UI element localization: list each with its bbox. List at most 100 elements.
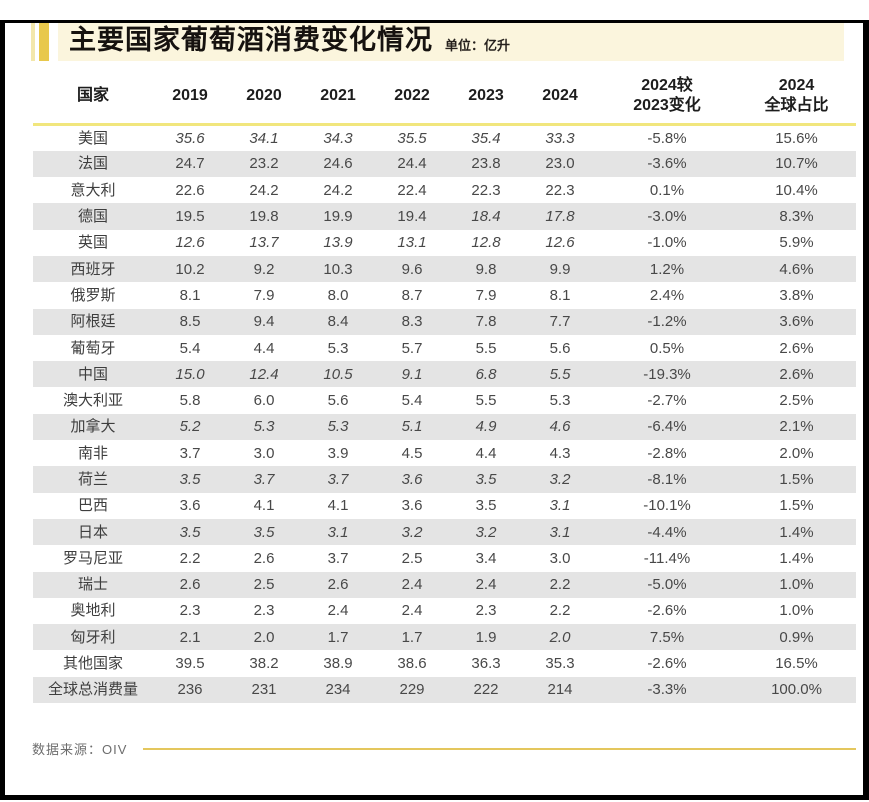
value-cell: 5.7: [401, 339, 423, 357]
value-cell: 3.0: [253, 444, 275, 462]
country-cell: 瑞士: [77, 576, 108, 594]
value-cell: 36.3: [471, 655, 501, 673]
value-cell: 5.1: [401, 418, 423, 436]
value-cell: 5.5: [475, 339, 497, 357]
change-cell: -1.2%: [647, 313, 687, 331]
value-cell: 9.2: [253, 260, 275, 278]
country-cell: 德国: [77, 208, 108, 226]
value-cell: 35.3: [545, 655, 575, 673]
value-cell: 5.5: [475, 392, 497, 410]
table-row: 加拿大 5.2 5.3 5.3 5.1 4.9 4.6 -6.4% 2.1%: [33, 413, 856, 441]
title-accent-bar: [39, 20, 49, 61]
value-cell: 3.7: [179, 444, 201, 462]
table-body: 美国 35.6 34.1 34.3 35.5 35.4 33.3 -5.8% 15.6% 法国 24…: [33, 125, 856, 704]
value-cell: 2.1: [179, 628, 201, 646]
share-cell: 1.5%: [779, 497, 814, 515]
value-cell: 38.6: [397, 655, 427, 673]
value-cell: 24.4: [397, 155, 427, 173]
value-cell: 231: [251, 681, 277, 699]
value-cell: 5.3: [327, 339, 349, 357]
share-cell: 2.0%: [779, 444, 814, 462]
value-cell: 222: [473, 681, 499, 699]
change-cell: 0.5%: [649, 339, 685, 357]
value-cell: 3.5: [253, 523, 275, 541]
value-cell: 4.4: [475, 444, 497, 462]
table-row: 罗马尼亚 2.2 2.6 3.7 2.5 3.4 3.0 -11.4% 1.4%: [33, 545, 856, 571]
value-cell: 3.7: [327, 549, 349, 567]
value-cell: 10.5: [323, 365, 353, 383]
country-cell: 荷兰: [77, 471, 108, 488]
value-cell: 35.6: [175, 129, 205, 147]
value-cell: 3.6: [179, 497, 201, 515]
table-row: 葡萄牙 5.4 4.4 5.3 5.7 5.5 5.6 0.5% 2.6%: [33, 335, 856, 361]
change-cell: -5.0%: [647, 576, 687, 594]
value-cell: 8.4: [327, 313, 349, 331]
table-row: 其他国家 39.5 38.2 38.9 38.6 36.3 35.3 -2.6% 16.5%: [33, 650, 856, 676]
table-header-row: 国家 2019 2020 2021 2022 2023 2024 2024较 2023变化 20…: [33, 61, 856, 126]
value-cell: 7.7: [549, 313, 571, 331]
country-cell: 日本: [77, 523, 108, 541]
value-cell: 18.4: [471, 208, 501, 226]
country-cell: 法国: [77, 155, 108, 173]
value-cell: 34.1: [249, 129, 279, 147]
value-cell: 13.7: [249, 234, 279, 252]
value-cell: 9.4: [253, 313, 275, 331]
value-cell: 19.4: [397, 208, 427, 226]
country-cell: 西班牙: [70, 260, 116, 278]
value-cell: 6.0: [253, 392, 275, 410]
change-cell: -6.4%: [647, 418, 687, 436]
value-cell: 5.4: [401, 392, 423, 410]
value-cell: 10.2: [175, 260, 205, 278]
value-cell: 2.6: [253, 549, 275, 567]
value-cell: 2.0: [253, 628, 275, 646]
value-cell: 8.3: [401, 313, 423, 331]
column-header-1: 2019: [153, 61, 227, 126]
share-cell: 1.5%: [779, 471, 814, 488]
value-cell: 2.4: [327, 602, 349, 620]
share-cell: 1.4%: [779, 523, 814, 541]
table-row: 法国 24.7 23.2 24.6 24.4 23.8 23.0 -3.6% 10.7%: [33, 150, 856, 178]
value-cell: 35.4: [471, 129, 501, 147]
value-cell: 7.9: [475, 286, 497, 304]
table-row: 意大利 22.6 24.2 24.2 22.4 22.3 22.3 0.1% 10.4%: [33, 177, 856, 203]
value-cell: 15.0: [175, 365, 205, 383]
country-cell: 意大利: [70, 181, 116, 199]
value-cell: 9.6: [401, 260, 423, 278]
country-cell: 俄罗斯: [70, 286, 116, 304]
country-cell: 奥地利: [70, 602, 116, 620]
column-header-2: 2020: [227, 61, 301, 126]
value-cell: 9.9: [549, 260, 571, 278]
value-cell: 10.3: [323, 260, 353, 278]
country-cell: 葡萄牙: [70, 339, 116, 357]
value-cell: 2.3: [475, 602, 497, 620]
table-row: 西班牙 10.2 9.2 10.3 9.6 9.8 9.9 1.2% 4.6%: [33, 255, 856, 283]
value-cell: 2.4: [401, 602, 423, 620]
change-cell: 0.1%: [649, 181, 685, 199]
change-cell: 2.4%: [649, 286, 685, 304]
country-cell: 全球总消费量: [47, 681, 138, 699]
value-cell: 13.9: [323, 234, 353, 252]
value-cell: 2.4: [475, 576, 497, 594]
value-cell: 3.4: [475, 549, 497, 567]
change-cell: -2.6%: [647, 602, 687, 620]
value-cell: 33.3: [545, 129, 575, 147]
value-cell: 5.5: [549, 365, 571, 383]
value-cell: 8.5: [179, 313, 201, 331]
value-cell: 5.3: [549, 392, 571, 410]
table-row: 美国 35.6 34.1 34.3 35.5 35.4 33.3 -5.8% 15.6%: [33, 125, 856, 151]
column-header-4: 2022: [375, 61, 449, 126]
share-cell: 2.6%: [779, 365, 814, 383]
value-cell: 3.2: [401, 523, 423, 541]
share-cell: 1.0%: [779, 576, 814, 594]
value-cell: 38.9: [323, 655, 353, 673]
value-cell: 34.3: [323, 129, 353, 147]
column-header-6: 2024: [523, 61, 597, 126]
value-cell: 2.2: [549, 602, 571, 620]
value-cell: 22.4: [397, 181, 427, 199]
value-cell: 3.5: [475, 497, 497, 515]
change-cell: -2.8%: [647, 444, 687, 462]
value-cell: 5.6: [549, 339, 571, 357]
value-cell: 19.5: [175, 208, 205, 226]
value-cell: 3.5: [475, 471, 497, 488]
change-cell: -2.6%: [647, 655, 687, 673]
